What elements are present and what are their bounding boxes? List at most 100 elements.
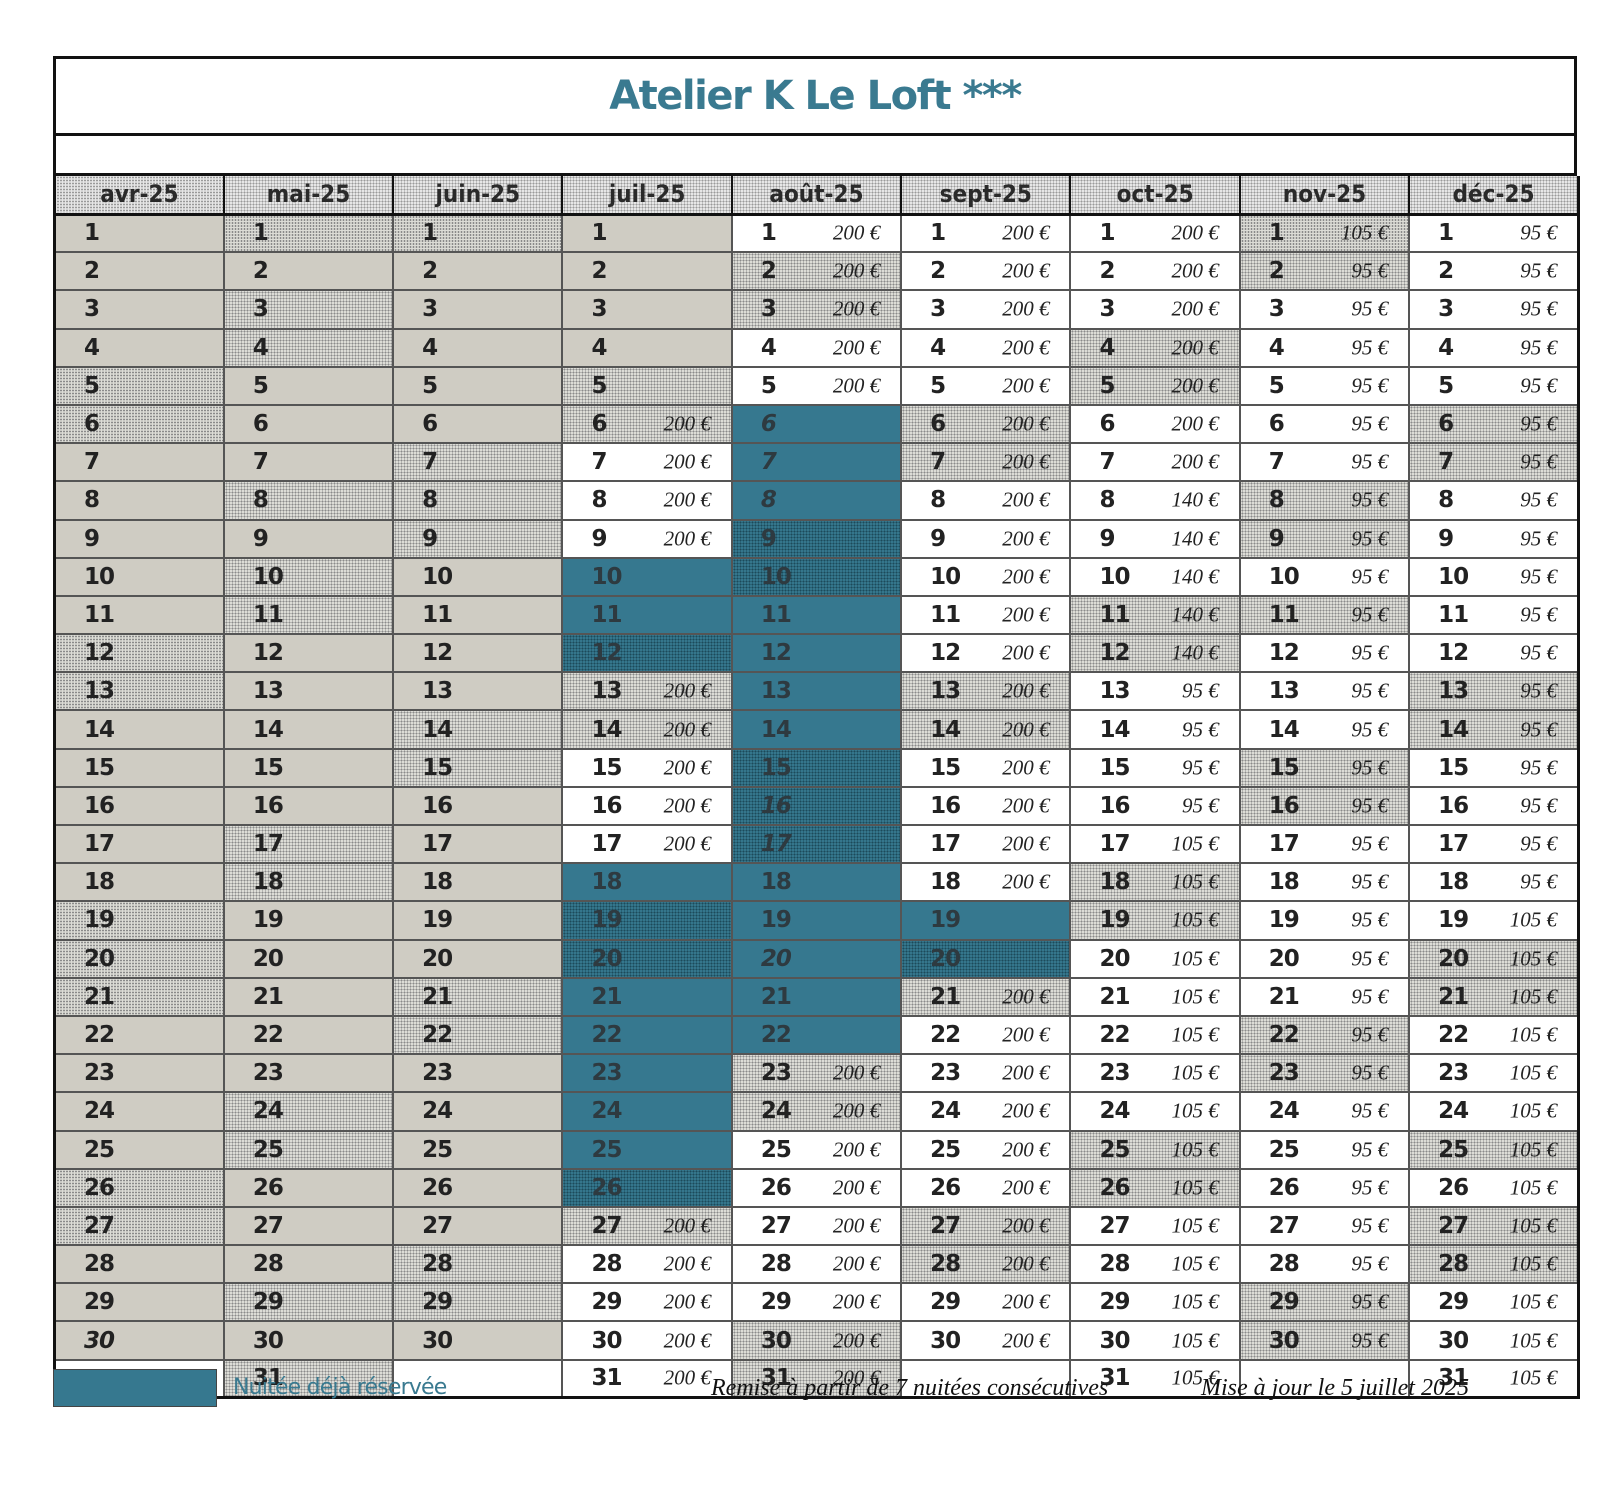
day-cell[interactable]: 24 105 € — [1408, 1091, 1580, 1132]
day-cell[interactable]: 24 105 € — [1069, 1091, 1241, 1132]
day-cell[interactable]: 2 200 € — [730, 251, 903, 292]
day-cell[interactable]: 27 95 € — [1238, 1205, 1411, 1247]
day-cell[interactable]: 17 — [730, 823, 903, 865]
day-cell[interactable]: 2 — [222, 251, 395, 292]
day-cell[interactable]: 7 — [392, 442, 564, 483]
day-cell[interactable]: 10 — [52, 556, 225, 597]
day-cell[interactable]: 17 200 € — [900, 823, 1072, 865]
day-cell[interactable]: 4 200 € — [1069, 327, 1241, 368]
day-cell[interactable]: 24 — [392, 1091, 564, 1132]
day-cell[interactable]: 14 95 € — [1069, 709, 1241, 750]
day-cell[interactable]: 5 — [52, 365, 225, 406]
day-cell[interactable]: 15 95 € — [1069, 747, 1241, 788]
day-cell[interactable]: 5 200 € — [1069, 365, 1241, 406]
day-cell[interactable]: 18 95 € — [1408, 862, 1580, 903]
day-cell[interactable]: 15 — [392, 747, 564, 788]
day-cell[interactable]: 6 — [392, 403, 564, 445]
day-cell[interactable]: 2 95 € — [1238, 251, 1411, 292]
day-cell[interactable]: 2 — [392, 251, 564, 292]
day-cell[interactable]: 26 — [52, 1167, 225, 1208]
day-cell[interactable]: 11 95 € — [1408, 594, 1580, 636]
day-cell[interactable]: 14 95 € — [1238, 709, 1411, 750]
day-cell[interactable]: 19 95 € — [1238, 900, 1411, 941]
day-cell[interactable]: 28 200 € — [900, 1244, 1072, 1285]
day-cell[interactable]: 31 105 € — [1069, 1358, 1241, 1400]
day-cell[interactable]: 2 — [52, 251, 225, 292]
day-cell[interactable]: 8 140 € — [1069, 480, 1241, 521]
day-cell[interactable]: 3 200 € — [730, 289, 903, 330]
day-cell[interactable]: 23 — [561, 1053, 733, 1094]
day-cell[interactable]: 17 — [222, 823, 395, 865]
day-cell[interactable]: 7 95 € — [1238, 442, 1411, 483]
day-cell[interactable]: 12 95 € — [1238, 633, 1411, 674]
day-cell[interactable]: 16 95 € — [1238, 785, 1411, 827]
day-cell[interactable]: 9 200 € — [900, 518, 1072, 559]
day-cell[interactable]: 11 — [392, 594, 564, 636]
day-cell[interactable]: 30 — [392, 1320, 564, 1361]
day-cell[interactable]: 19 105 € — [1069, 900, 1241, 941]
day-cell[interactable]: 12 — [52, 633, 225, 674]
day-cell[interactable]: 21 — [561, 976, 733, 1017]
day-cell[interactable]: 22 105 € — [1069, 1014, 1241, 1056]
day-cell[interactable]: 29 105 € — [1069, 1282, 1241, 1323]
day-cell[interactable]: 14 95 € — [1408, 709, 1580, 750]
day-cell[interactable]: 26 105 € — [1069, 1167, 1241, 1208]
day-cell[interactable]: 25 — [222, 1129, 395, 1170]
day-cell[interactable]: 28 95 € — [1238, 1244, 1411, 1285]
day-cell[interactable]: 19 — [730, 900, 903, 941]
day-cell[interactable]: 9 200 € — [561, 518, 733, 559]
day-cell[interactable]: 30 — [52, 1320, 225, 1361]
day-cell[interactable]: 31 200 € — [561, 1358, 733, 1400]
day-cell[interactable]: 18 95 € — [1238, 862, 1411, 903]
day-cell[interactable]: 25 — [561, 1129, 733, 1170]
day-cell[interactable]: 18 — [222, 862, 395, 903]
day-cell[interactable]: 5 200 € — [730, 365, 903, 406]
day-cell[interactable]: 9 — [222, 518, 395, 559]
day-cell[interactable]: 16 200 € — [561, 785, 733, 827]
day-cell[interactable]: 8 95 € — [1408, 480, 1580, 521]
day-cell[interactable]: 12 — [730, 633, 903, 674]
day-cell[interactable]: 30 105 € — [1069, 1320, 1241, 1361]
day-cell[interactable]: 10 — [730, 556, 903, 597]
day-cell[interactable]: 11 — [222, 594, 395, 636]
day-cell[interactable]: 29 105 € — [1408, 1282, 1580, 1323]
day-cell[interactable]: 18 — [561, 862, 733, 903]
day-cell[interactable]: 22 200 € — [900, 1014, 1072, 1056]
day-cell[interactable]: 4 — [222, 327, 395, 368]
day-cell[interactable]: 28 105 € — [1069, 1244, 1241, 1285]
day-cell[interactable]: 23 95 € — [1238, 1053, 1411, 1094]
day-cell[interactable]: 20 — [222, 938, 395, 979]
day-cell[interactable]: 10 — [392, 556, 564, 597]
day-cell[interactable]: 16 200 € — [900, 785, 1072, 827]
day-cell[interactable]: 10 — [561, 556, 733, 597]
day-cell[interactable]: 1 95 € — [1408, 212, 1580, 254]
day-cell[interactable]: 26 — [392, 1167, 564, 1208]
day-cell[interactable]: 18 — [392, 862, 564, 903]
day-cell[interactable]: 8 — [730, 480, 903, 521]
day-cell[interactable]: 6 200 € — [900, 403, 1072, 445]
day-cell[interactable]: 19 — [392, 900, 564, 941]
day-cell[interactable]: 4 200 € — [900, 327, 1072, 368]
day-cell[interactable]: 24 200 € — [900, 1091, 1072, 1132]
day-cell[interactable]: 29 200 € — [561, 1282, 733, 1323]
day-cell[interactable]: 9 95 € — [1238, 518, 1411, 559]
day-cell[interactable]: 27 — [52, 1205, 225, 1247]
day-cell[interactable]: 16 — [730, 785, 903, 827]
day-cell[interactable]: 6 95 € — [1238, 403, 1411, 445]
day-cell[interactable]: 23 105 € — [1408, 1053, 1580, 1094]
day-cell[interactable]: 7 200 € — [561, 442, 733, 483]
day-cell[interactable]: 27 105 € — [1069, 1205, 1241, 1247]
day-cell[interactable]: 23 — [222, 1053, 395, 1094]
day-cell[interactable]: 18 105 € — [1069, 862, 1241, 903]
day-cell[interactable]: 24 95 € — [1238, 1091, 1411, 1132]
day-cell[interactable]: 31 200 € — [730, 1358, 903, 1400]
day-cell[interactable]: 4 — [561, 327, 733, 368]
day-cell[interactable]: 4 — [52, 327, 225, 368]
day-cell[interactable]: 4 95 € — [1408, 327, 1580, 368]
day-cell[interactable]: 16 — [222, 785, 395, 827]
day-cell[interactable]: 5 — [561, 365, 733, 406]
day-cell[interactable]: 13 95 € — [1238, 671, 1411, 712]
day-cell[interactable]: 29 95 € — [1238, 1282, 1411, 1323]
day-cell[interactable]: 11 200 € — [900, 594, 1072, 636]
day-cell[interactable]: 2 — [561, 251, 733, 292]
